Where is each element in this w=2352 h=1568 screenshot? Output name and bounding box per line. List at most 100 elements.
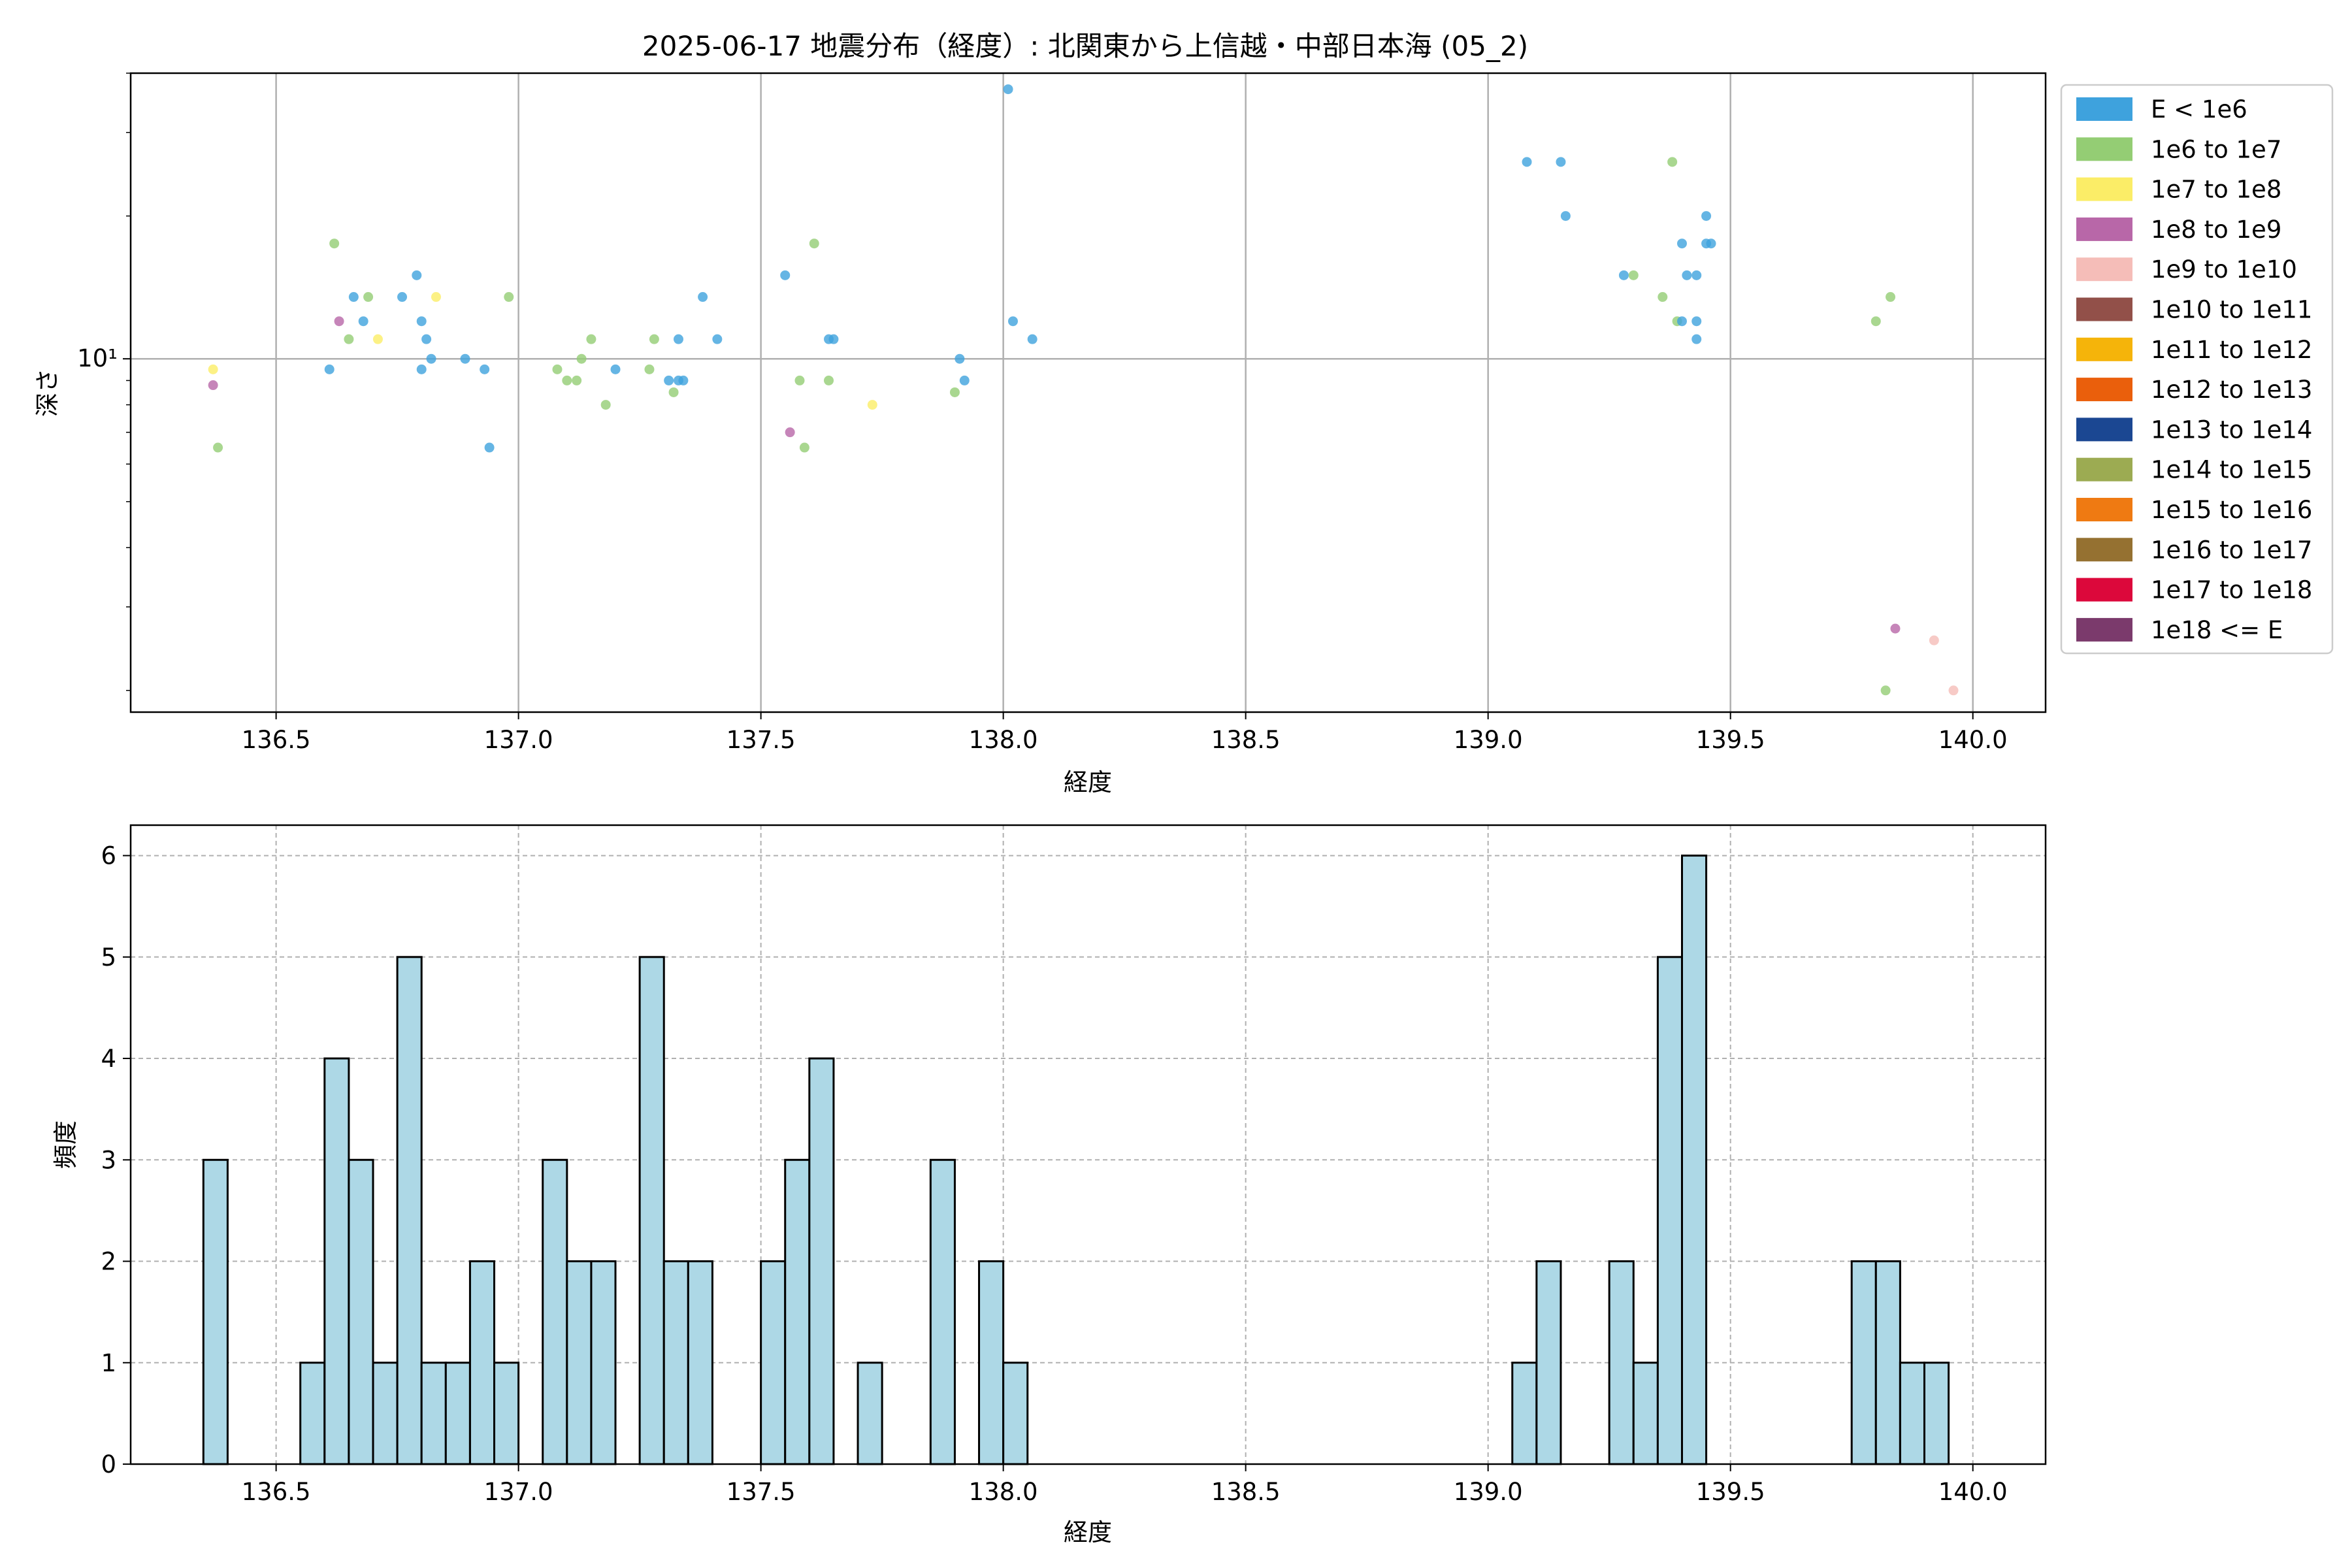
- scatter-point: [955, 353, 965, 364]
- scatter-point: [824, 375, 834, 385]
- histogram-bar: [687, 1260, 713, 1465]
- histogram-bar: [784, 1158, 811, 1465]
- scatter-point: [828, 334, 839, 344]
- scatter-point: [1027, 334, 1037, 344]
- legend-swatch: [2076, 378, 2132, 402]
- scatter-point: [1706, 238, 1716, 249]
- legend-label: 1e10 to 1e11: [2151, 296, 2312, 324]
- scatter-point: [780, 270, 791, 280]
- scatter-point: [867, 400, 877, 410]
- legend-label: 1e8 to 1e9: [2151, 216, 2281, 244]
- scatter-point: [1691, 316, 1702, 327]
- scatter-point: [344, 334, 354, 344]
- scatter-points: [208, 84, 1959, 696]
- scatter-point: [348, 292, 359, 302]
- scatter-point: [712, 334, 723, 344]
- legend-swatch: [2076, 578, 2132, 602]
- histogram-bar: [808, 1057, 835, 1465]
- histogram-x-tick-label: 140.0: [1938, 1478, 2008, 1506]
- legend-label: 1e14 to 1e15: [2151, 456, 2312, 484]
- legend-label: 1e12 to 1e13: [2151, 376, 2312, 404]
- legend-swatch: [2076, 137, 2132, 161]
- legend-swatch: [2076, 538, 2132, 562]
- scatter-point: [562, 375, 572, 385]
- histogram-y-tick-label: 1: [101, 1349, 116, 1377]
- histogram-bar: [1511, 1362, 1538, 1465]
- legend-label: 1e13 to 1e14: [2151, 416, 2312, 444]
- scatter-point: [1691, 270, 1702, 280]
- histogram-x-label: 経度: [1064, 1518, 1112, 1546]
- scatter-x-tick-label: 139.5: [1696, 726, 1765, 754]
- scatter-point: [416, 316, 427, 327]
- histogram-bar: [1608, 1260, 1635, 1465]
- scatter-point: [794, 375, 805, 385]
- scatter-grid: [131, 73, 2046, 712]
- scatter-point: [372, 334, 383, 344]
- scatter-point: [1658, 292, 1668, 302]
- scatter-point: [949, 387, 960, 397]
- legend: E < 1e6 1e6 to 1e7 1e7 to 1e8 1e8 to 1e9 1e9…: [2060, 84, 2334, 655]
- histogram-bar: [760, 1260, 787, 1465]
- scatter-x-label: 経度: [1064, 768, 1112, 796]
- scatter-y-ticks: 10¹: [77, 73, 131, 691]
- scatter-point: [799, 442, 809, 453]
- histogram-bar: [202, 1158, 229, 1465]
- scatter-point: [1003, 84, 1013, 95]
- scatter-x-tick-label: 137.5: [727, 726, 796, 754]
- scatter-point: [668, 387, 679, 397]
- histogram-x-tick-label: 137.5: [727, 1478, 796, 1506]
- legend-label: 1e11 to 1e12: [2151, 336, 2312, 364]
- histogram-panel: 136.5 137.0 137.5 138.0 138.5 139.0 139.5 140.0…: [52, 824, 2047, 1546]
- legend-swatch: [2076, 217, 2132, 241]
- legend-label: 1e6 to 1e7: [2151, 135, 2281, 163]
- histogram-bar: [1656, 956, 1683, 1465]
- histogram-bar: [662, 1260, 689, 1465]
- histogram-bar: [1002, 1362, 1029, 1465]
- scatter-point: [673, 334, 683, 344]
- scatter-point: [1676, 238, 1687, 249]
- legend-swatch: [2076, 337, 2132, 361]
- scatter-point: [1522, 157, 1532, 167]
- scatter-point: [1948, 685, 1959, 696]
- histogram-bar: [929, 1158, 956, 1465]
- histogram-bar: [299, 1362, 326, 1465]
- histogram-y-tick-label: 2: [101, 1248, 116, 1276]
- histogram-bar: [1899, 1362, 1925, 1465]
- histogram-bar: [978, 1260, 1005, 1465]
- legend-swatch: [2076, 177, 2132, 201]
- legend-swatch: [2076, 417, 2132, 442]
- scatter-point: [1618, 270, 1629, 280]
- histogram-y-tick-label: 0: [101, 1450, 116, 1478]
- legend-label: 1e15 to 1e16: [2151, 496, 2312, 524]
- scatter-point: [785, 427, 795, 438]
- histogram-bar: [420, 1362, 447, 1465]
- scatter-point: [698, 292, 708, 302]
- histogram-bar: [1874, 1260, 1901, 1465]
- scatter-point: [460, 353, 470, 364]
- legend-swatch: [2076, 257, 2132, 282]
- histogram-y-tick-label: 3: [101, 1146, 116, 1174]
- legend-label: 1e9 to 1e10: [2151, 255, 2297, 284]
- scatter-axes-frame: [129, 72, 2047, 713]
- histogram-bar: [444, 1362, 471, 1465]
- scatter-x-ticks: 136.5 137.0 137.5 138.0 138.5 139.0 139.5 140.0: [242, 712, 2008, 754]
- scatter-point: [664, 375, 674, 385]
- histogram-x-tick-label: 136.5: [242, 1478, 311, 1506]
- scatter-point: [1560, 211, 1571, 221]
- scatter-y-label: 深さ: [33, 368, 61, 417]
- scatter-point: [1007, 316, 1018, 327]
- scatter-point: [1929, 635, 1939, 645]
- scatter-point: [1890, 623, 1901, 634]
- histogram-y-ticks: 0 1 2 3 4 5 6: [101, 842, 131, 1478]
- scatter-point: [1886, 292, 1896, 302]
- scatter-point: [397, 292, 408, 302]
- histogram-y-tick-label: 4: [101, 1045, 116, 1073]
- scatter-point: [363, 292, 374, 302]
- scatter-point: [678, 375, 689, 385]
- scatter-point: [552, 364, 563, 374]
- histogram-bar: [638, 956, 665, 1465]
- histogram-bar: [1535, 1260, 1562, 1465]
- histogram-x-tick-label: 138.0: [969, 1478, 1038, 1506]
- histogram-bar: [1680, 855, 1708, 1465]
